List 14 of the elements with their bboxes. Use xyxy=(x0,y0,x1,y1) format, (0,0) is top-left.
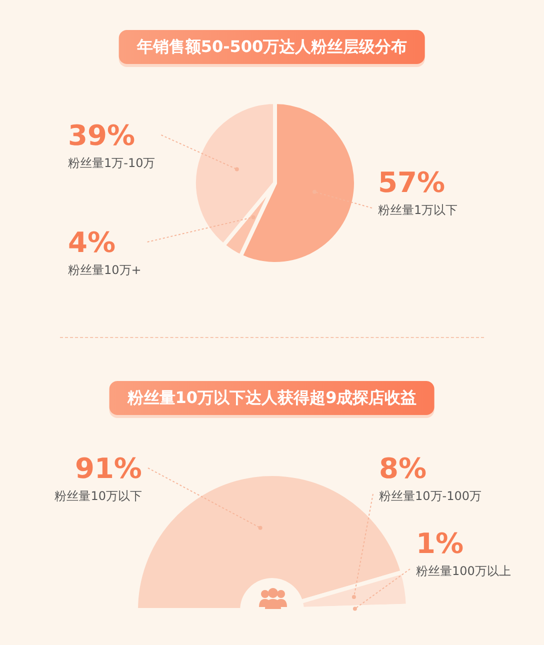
chart-title: 粉丝量10万以下达人获得超9成探店收益 xyxy=(109,381,435,415)
slice-label: 粉丝量10万以下 xyxy=(54,489,142,503)
data-label: 57% xyxy=(378,166,446,199)
slice-label: 粉丝量10万+ xyxy=(68,263,142,277)
slice-label: 粉丝量1万-10万 xyxy=(68,156,156,170)
data-label: 1% xyxy=(416,527,464,560)
data-label: 8% xyxy=(379,452,427,485)
data-label: 4% xyxy=(68,226,116,259)
slice-label: 粉丝量10万-100万 xyxy=(379,489,482,503)
slice-label: 粉丝量1万以下 xyxy=(378,203,458,217)
slice-label: 粉丝量100万以上 xyxy=(416,564,511,578)
data-label: 39% xyxy=(68,119,136,152)
chart-title: 年销售额50-500万达人粉丝层级分布 xyxy=(118,30,426,64)
data-label: 91% xyxy=(74,452,142,485)
